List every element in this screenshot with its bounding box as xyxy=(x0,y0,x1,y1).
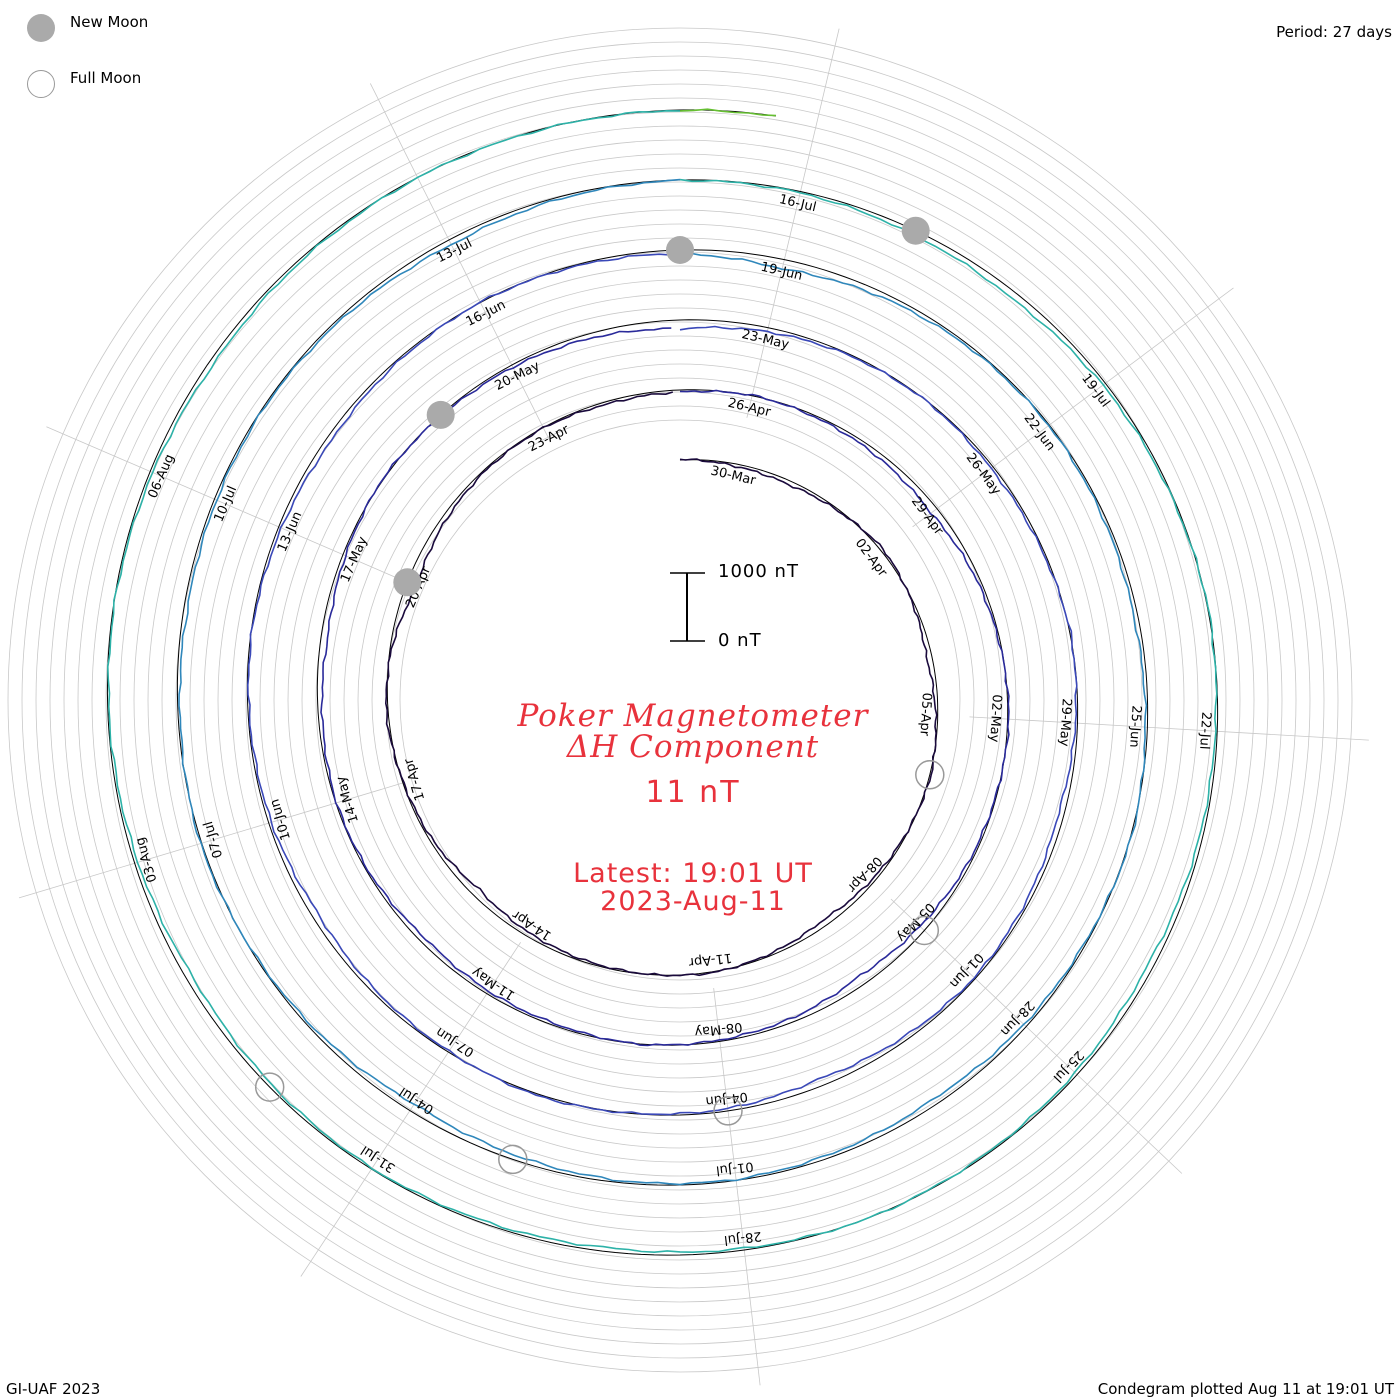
date-label: 31-Jul xyxy=(359,1142,399,1175)
grid-circle xyxy=(245,265,1115,1135)
grid-circle xyxy=(77,97,1283,1303)
date-spoke xyxy=(18,782,403,899)
grid-circle xyxy=(329,349,1031,1051)
date-spoke xyxy=(46,426,414,586)
date-spoke xyxy=(369,83,551,442)
grid-circle xyxy=(7,27,1353,1373)
new-moon-legend-label: New Moon xyxy=(70,13,149,31)
credit-label: GI-UAF 2023 xyxy=(6,1380,101,1398)
full-moon-legend-label: Full Moon xyxy=(70,69,142,87)
new-moon-marker xyxy=(393,568,422,597)
full-moon-marker xyxy=(254,1072,285,1102)
scale-top-label: 1000 nT xyxy=(718,561,799,582)
zero-baseline-spiral xyxy=(106,109,1219,1256)
data-trace-turn xyxy=(246,252,1078,1116)
new-moon-marker xyxy=(426,400,455,429)
grid-circle xyxy=(315,335,1045,1065)
moon-markers xyxy=(254,216,945,1175)
data-trace-turn xyxy=(384,391,938,977)
grid-circle xyxy=(203,223,1157,1177)
date-label: 02-May xyxy=(986,694,1004,743)
date-label: 23-Apr xyxy=(526,422,572,455)
date-label: 01-Jul xyxy=(715,1158,754,1177)
new-moon-icon xyxy=(27,14,55,42)
full-moon-icon xyxy=(27,70,55,98)
grid-circle xyxy=(189,209,1171,1191)
date-spoke xyxy=(713,987,761,1386)
new-moon-marker xyxy=(666,236,694,264)
date-spoke xyxy=(746,28,840,418)
data-trace-turn xyxy=(106,109,1218,1254)
grid-circle xyxy=(105,125,1255,1275)
data-trace-turn xyxy=(178,178,1148,1186)
data-trace-turn xyxy=(679,108,777,117)
date-label: 16-Jun xyxy=(464,297,509,329)
period-label: Period: 27 days xyxy=(1276,23,1392,41)
date-label: 07-Jun xyxy=(433,1024,477,1060)
date-label: 20-May xyxy=(493,359,543,394)
data-trace xyxy=(106,108,1218,1254)
grid-circle xyxy=(133,153,1227,1247)
date-label: 29-May xyxy=(1056,698,1074,747)
latest-time: Latest: 19:01 UT xyxy=(573,858,813,889)
date-label: 29-Apr xyxy=(908,494,946,538)
grid-circle xyxy=(175,195,1185,1205)
date-label: 25-Jun xyxy=(1126,705,1143,748)
full-moon-marker xyxy=(713,1096,743,1126)
date-label: 17-May xyxy=(338,534,371,584)
date-label: 05-Apr xyxy=(916,692,934,737)
chart-title-line1: Poker Magnetometer xyxy=(517,698,869,734)
date-spokes xyxy=(18,28,1369,1386)
grid-circle xyxy=(147,167,1213,1233)
full-moon-marker xyxy=(915,760,945,790)
scale-bottom-label: 0 nT xyxy=(718,630,762,651)
date-spoke xyxy=(890,898,1183,1174)
latest-date: 2023-Aug-11 xyxy=(600,886,786,917)
grid-circle xyxy=(63,83,1297,1317)
date-label: 08-May xyxy=(693,1019,743,1040)
full-moon-marker xyxy=(498,1144,528,1175)
date-label: 28-Jul xyxy=(723,1228,762,1247)
date-spoke xyxy=(969,716,1369,741)
chart-title-line2: ΔH Component xyxy=(566,729,820,765)
date-label: 25-Jul xyxy=(1050,1047,1087,1085)
plotted-timestamp: Condegram plotted Aug 11 at 19:01 UT xyxy=(1097,1380,1394,1398)
grid-circle xyxy=(49,69,1311,1331)
grid-circle xyxy=(399,419,961,981)
date-label: 19-Jun xyxy=(759,260,804,284)
new-moon-marker xyxy=(901,216,930,245)
date-label: 02-Apr xyxy=(852,536,890,580)
date-label: 22-Jun xyxy=(1021,411,1058,454)
scale-bar xyxy=(670,572,705,642)
grid-circles xyxy=(7,27,1353,1373)
grid-circle xyxy=(91,111,1269,1289)
grid-circle xyxy=(21,41,1339,1359)
grid-circle xyxy=(301,321,1059,1079)
grid-circle xyxy=(273,293,1087,1107)
grid-circle xyxy=(259,279,1101,1121)
date-spoke xyxy=(300,942,521,1277)
grid-circle xyxy=(357,377,1003,1023)
date-label: 22-Jul xyxy=(1196,711,1213,749)
grid-circle xyxy=(35,55,1325,1345)
grid-circle xyxy=(343,363,1017,1037)
date-label: 11-Apr xyxy=(687,949,733,969)
full-moon-marker xyxy=(909,915,940,946)
data-trace-turn xyxy=(320,327,1010,1047)
grid-circle xyxy=(287,307,1073,1093)
date-spoke xyxy=(912,287,1234,528)
grid-circle xyxy=(161,181,1199,1219)
grid-circle xyxy=(119,139,1241,1261)
current-value: 11 nT xyxy=(645,775,741,810)
reference-spiral xyxy=(106,109,1219,1256)
